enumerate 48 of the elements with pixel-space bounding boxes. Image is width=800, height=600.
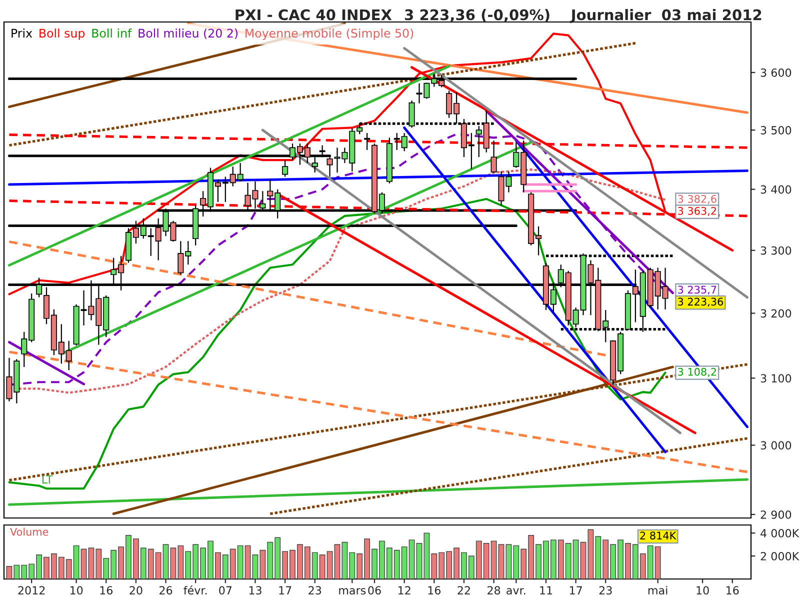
x-tick-label: 17	[279, 586, 292, 594]
text: Boll milieu (20 2)	[138, 28, 238, 40]
text: Boll inf	[92, 28, 132, 38]
x-tick-label: 28	[488, 586, 500, 595]
x-tick-label: 07	[219, 586, 232, 595]
x-tick-label: 16	[428, 586, 441, 595]
chart-title: PXI - CAC 40 INDEX	[236, 9, 392, 20]
x-tick-label: 23	[599, 586, 612, 595]
x-tick-label: 16	[726, 586, 739, 595]
x-tick-label: 10	[696, 586, 709, 595]
y-tick-label: 2 000K	[760, 552, 800, 560]
x-tick-label: 10	[70, 586, 83, 595]
chart-title: Volume	[10, 528, 48, 536]
annotation: LT	[42, 475, 53, 484]
y-tick-label: 3 200	[760, 309, 792, 318]
x-tick-label: 23	[308, 586, 322, 595]
y-tick-label: 3 500	[760, 126, 792, 134]
x-tick-label: 12	[398, 586, 410, 594]
y-tick-label: 2 900	[760, 510, 792, 519]
x-tick-label: 06	[368, 586, 381, 595]
data-label: 2 814K	[640, 532, 676, 540]
text: Moyenne mobile (Simple 50)	[246, 28, 414, 40]
data-label: 3 363,2	[678, 206, 716, 216]
chart-subtitle: 3 223,36 (-0,09%) Journalier 03 mai 2012	[404, 9, 762, 23]
x-tick-label: 2012	[18, 586, 45, 595]
data-label: 3 235,7	[678, 286, 716, 295]
x-tick-label: 16	[100, 586, 113, 595]
text: 3 223,36	[678, 298, 723, 307]
x-tick-label: avr.	[506, 588, 526, 595]
y-tick-label: 3 100	[760, 374, 792, 383]
x-tick-label: 11	[540, 586, 552, 594]
x-tick-label: 13	[249, 586, 262, 595]
x-tick-label: mars	[339, 588, 366, 595]
x-tick-label: 20	[130, 586, 142, 595]
data-label: 3 382,6	[678, 194, 716, 204]
text: Boll sup	[40, 28, 85, 40]
x-tick-label: mai	[648, 586, 668, 595]
y-tick-label: 4 000K	[760, 529, 800, 538]
data-label: 3 108,2	[678, 368, 716, 377]
x-tick-label: févr.	[184, 586, 207, 595]
y-tick-label: 3 000	[760, 441, 792, 450]
x-tick-label: 22	[458, 586, 470, 594]
text: Prix	[12, 28, 32, 38]
y-tick-label: 3 400	[760, 185, 792, 194]
y-tick-label: 3 600	[760, 68, 792, 77]
x-tick-label: 26	[160, 586, 172, 595]
x-tick-label: 17	[570, 586, 582, 594]
y-tick-label: 3 300	[760, 246, 792, 255]
